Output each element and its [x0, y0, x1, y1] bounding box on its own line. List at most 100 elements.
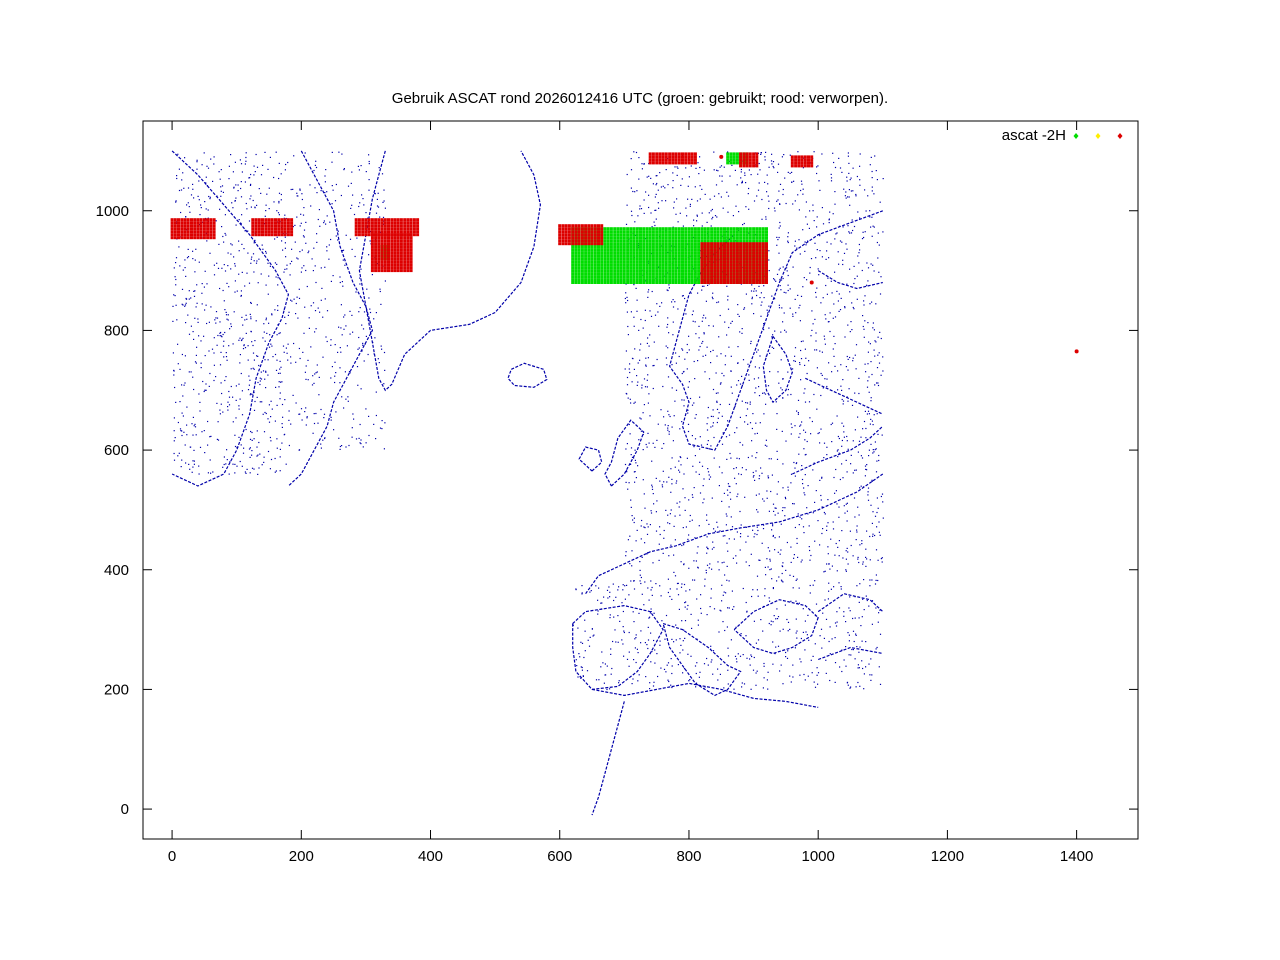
coast-speck	[243, 344, 245, 346]
coast-speck	[861, 457, 864, 459]
rejected-observation	[170, 230, 174, 234]
coast-speck	[832, 348, 834, 350]
coast-speck	[857, 667, 859, 669]
coast-speck	[598, 679, 600, 681]
coast-speck	[755, 290, 757, 292]
used-observation	[622, 263, 626, 267]
coast-speck	[841, 439, 843, 442]
coast-speck	[806, 223, 808, 225]
coast-speck	[706, 564, 709, 566]
coast-speck	[278, 162, 280, 164]
used-observation	[690, 251, 694, 255]
coast-speck	[266, 332, 268, 334]
coast-speck	[864, 295, 866, 297]
coast-speck	[725, 592, 727, 594]
coast-speck	[756, 195, 758, 197]
used-observation	[613, 281, 617, 284]
coast-speck	[230, 253, 232, 255]
coast-speck	[756, 670, 758, 672]
used-observation	[671, 272, 675, 276]
used-observation	[639, 266, 642, 270]
used-observation	[664, 236, 668, 240]
coast-speck	[210, 435, 212, 437]
coast-speck	[746, 610, 748, 612]
rejected-observation	[377, 257, 381, 261]
coast-speck	[681, 295, 684, 297]
coast-speck	[725, 231, 727, 233]
coast-speck	[773, 167, 775, 169]
used-observation	[681, 272, 684, 276]
coast-speck	[189, 211, 191, 213]
coast-speck	[280, 193, 282, 196]
coast-speck	[698, 473, 700, 475]
coast-speck	[763, 500, 765, 502]
coast-speck	[666, 326, 668, 328]
used-observation	[655, 239, 659, 243]
used-observation	[661, 263, 665, 267]
rejected-observation	[261, 218, 264, 222]
coast-speck	[209, 372, 211, 375]
coast-speck	[794, 475, 796, 477]
rejected-observation	[399, 266, 403, 270]
coast-speck	[683, 564, 685, 566]
coast-speck	[881, 434, 883, 436]
coast-speck	[666, 481, 668, 483]
coast-speck	[365, 408, 367, 410]
coast-speck	[830, 180, 833, 182]
coast-speck	[335, 235, 337, 237]
coast-speck	[686, 215, 688, 217]
used-observation	[677, 266, 681, 270]
coast-speck	[247, 345, 249, 347]
coast-speck	[646, 552, 649, 554]
coast-speck	[780, 664, 782, 666]
coast-speck	[838, 516, 840, 518]
coast-speck	[804, 388, 806, 390]
coast-speck	[798, 602, 800, 604]
used-observation	[587, 257, 591, 261]
coast-speck	[717, 170, 719, 172]
used-observation	[597, 269, 600, 273]
coast-speck	[868, 449, 870, 451]
used-observation	[681, 245, 684, 249]
coast-speck	[677, 664, 679, 666]
used-observation	[574, 278, 578, 282]
coast-speck	[379, 427, 382, 429]
coast-speck	[794, 467, 796, 469]
coast-speck	[828, 222, 830, 224]
used-observation	[648, 263, 652, 267]
coast-speck	[772, 165, 774, 168]
used-observation	[626, 251, 630, 255]
coast-speck	[752, 476, 754, 478]
coast-speck	[235, 184, 237, 186]
used-observation	[706, 227, 710, 231]
rejected-observation	[190, 227, 193, 231]
coast-speck	[670, 658, 672, 660]
coast-speck	[846, 510, 848, 512]
coast-speck	[577, 627, 579, 629]
used-observation	[648, 233, 652, 237]
coast-speck	[787, 630, 789, 632]
used-observation	[642, 263, 646, 267]
coast-speck	[713, 546, 715, 549]
coast-speck	[789, 307, 791, 309]
coast-speck	[814, 318, 816, 320]
used-observation	[642, 251, 646, 255]
used-observation	[648, 242, 652, 246]
used-observation	[619, 254, 623, 258]
coast-speck	[722, 207, 724, 209]
coast-speck	[710, 210, 712, 212]
rejected-observation	[416, 233, 420, 237]
coast-speck	[762, 630, 764, 632]
used-observation	[642, 281, 646, 284]
coast-speck	[838, 310, 840, 312]
coast-speck	[581, 669, 583, 671]
used-observation	[597, 272, 600, 276]
coast-speck	[184, 305, 186, 307]
coast-speck	[229, 328, 231, 330]
coast-speck	[810, 659, 812, 661]
coast-speck	[871, 480, 873, 482]
coast-speck	[812, 512, 814, 514]
coast-speck	[857, 211, 859, 213]
used-observation	[597, 266, 600, 270]
coast-speck	[843, 188, 845, 190]
